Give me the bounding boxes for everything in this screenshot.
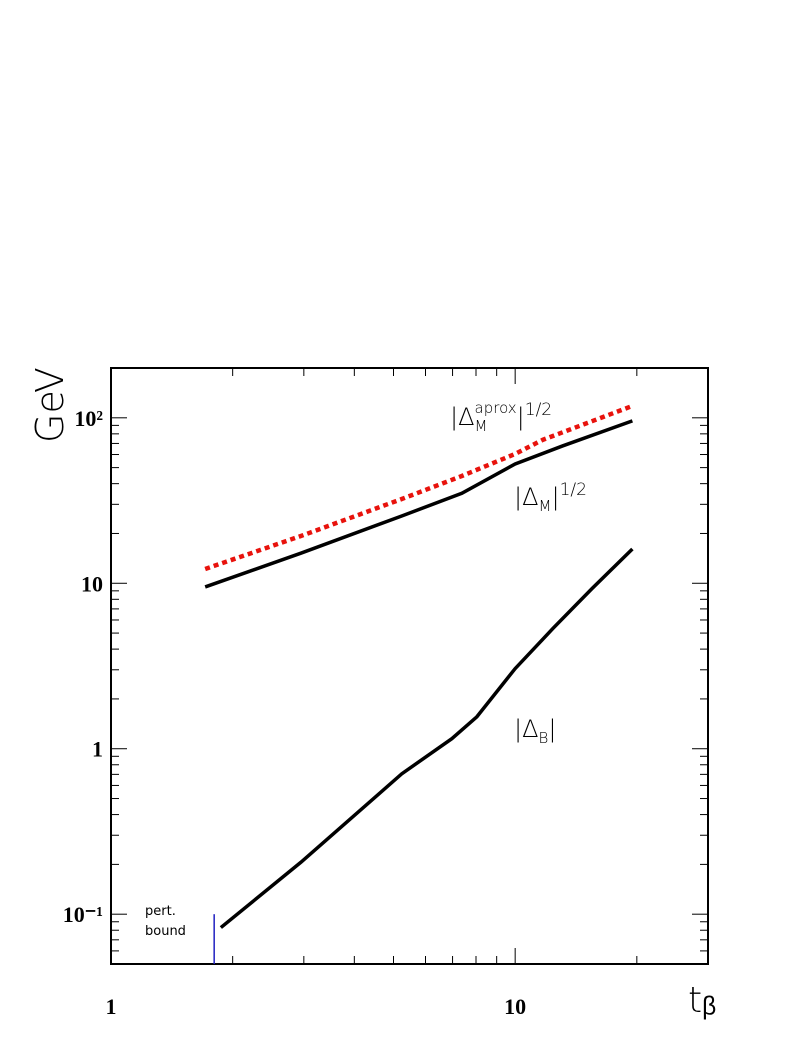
y-tick-label: 10² bbox=[74, 406, 103, 431]
label-sub: M bbox=[539, 497, 552, 515]
y-axis-label: GeV bbox=[28, 367, 72, 443]
label-sup: aprox bbox=[475, 399, 517, 417]
label-part: |Δ bbox=[514, 715, 539, 743]
x-tick-label: 1 bbox=[106, 994, 117, 1019]
label-sub: B bbox=[539, 729, 549, 747]
label-sub: M bbox=[475, 417, 488, 435]
x-axis-label: tᵦ bbox=[688, 980, 716, 1021]
curve-label: |ΔMaprox|1/2 bbox=[450, 399, 552, 435]
y-tick-label: 1 bbox=[92, 737, 103, 762]
curve-label: |ΔM|1/2 bbox=[514, 480, 587, 515]
line-series bbox=[204, 419, 633, 589]
y-tick-label: 10 bbox=[81, 571, 103, 596]
line-series bbox=[204, 403, 634, 572]
label-pow: 1/2 bbox=[525, 400, 552, 420]
bound-label: bound bbox=[145, 924, 186, 939]
label-part: |Δ bbox=[514, 483, 539, 511]
line-series bbox=[219, 547, 634, 929]
y-tick-label: 10⁻¹ bbox=[63, 902, 103, 927]
plot-frame bbox=[110, 367, 709, 965]
curve-label: |ΔB| bbox=[514, 715, 556, 747]
bound-label: pert. bbox=[145, 904, 176, 919]
label-part: | bbox=[548, 715, 556, 743]
label-pow: 1/2 bbox=[560, 480, 587, 500]
x-tick-label: 10 bbox=[504, 994, 526, 1019]
label-part: | bbox=[551, 483, 559, 511]
label-part: |Δ bbox=[450, 403, 475, 431]
label-part: | bbox=[517, 403, 525, 431]
